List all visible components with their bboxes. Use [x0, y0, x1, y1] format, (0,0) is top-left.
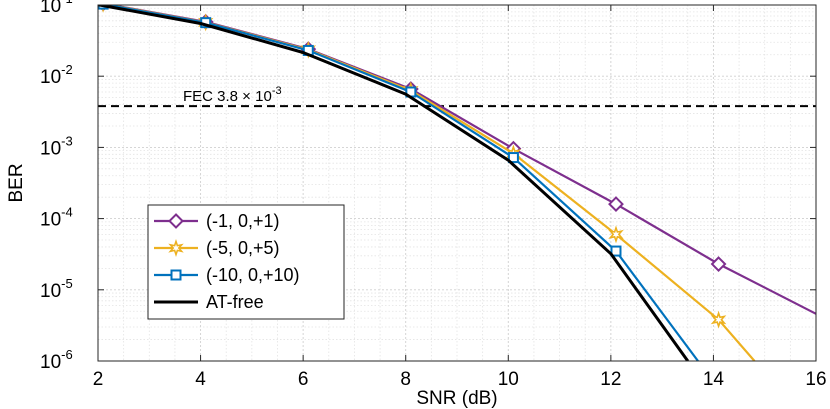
legend-item: (-1, 0,+1) [154, 211, 280, 231]
data-point-diamond [608, 196, 624, 212]
x-tick-label: 10 [498, 369, 519, 390]
y-tick-exponent: -2 [61, 62, 73, 77]
y-tick-base: 10 [40, 0, 61, 17]
x-tick-label: 4 [195, 369, 206, 390]
y-tick-label: 10-6 [40, 347, 73, 373]
fec-label-exponent: -3 [272, 85, 282, 97]
fec-threshold-label: FEC 3.8 × 10-3 [183, 85, 282, 105]
y-tick-exponent: -5 [61, 276, 73, 291]
x-tick-label: 6 [298, 369, 309, 390]
data-point-star [710, 310, 727, 329]
legend-label: AT-free [206, 292, 264, 312]
x-tick-label: 16 [805, 369, 826, 390]
legend-label: (-5, 0,+5) [206, 238, 280, 258]
data-point-diamond [710, 256, 727, 272]
y-tick-base: 10 [40, 352, 61, 373]
y-tick-label: 10-1 [40, 0, 73, 17]
y-tick-exponent: -6 [61, 347, 73, 362]
data-point-diamond [168, 213, 184, 229]
x-tick-label: 2 [93, 369, 104, 390]
axes: 24681012141610-110-210-310-410-510-6SNR … [6, 0, 827, 409]
fec-label-base: FEC 3.8 × 10 [183, 88, 272, 105]
y-tick-label: 10-2 [40, 62, 73, 88]
y-tick-exponent: -4 [61, 205, 73, 220]
data-point-square [170, 269, 182, 281]
y-tick-base: 10 [40, 281, 61, 302]
y-tick-base: 10 [40, 138, 61, 159]
x-axis-label: SNR (dB) [416, 388, 497, 409]
x-tick-label: 14 [703, 369, 725, 390]
legend-item: (-5, 0,+5) [154, 238, 280, 258]
legend-item: (-10, 0,+10) [154, 265, 300, 285]
y-tick-label: 10-4 [40, 205, 73, 231]
y-tick-label: 10-3 [40, 133, 73, 159]
legend: (-1, 0,+1) (-5, 0,+5) (-10, 0,+10) AT-free [147, 204, 345, 320]
data-point-square [610, 245, 622, 257]
plot-frame [97, 4, 817, 362]
y-tick-label: 10-5 [40, 276, 73, 302]
y-tick-exponent: -1 [61, 0, 73, 6]
legend-item: AT-free [154, 292, 264, 312]
series-line [98, 5, 690, 361]
data-point-square [507, 152, 519, 164]
x-tick-label: 8 [400, 369, 411, 390]
y-tick-base: 10 [40, 210, 61, 231]
legend-label: (-1, 0,+1) [206, 211, 280, 231]
y-tick-exponent: -3 [61, 133, 73, 148]
series-group [98, 5, 816, 361]
data-point-star [168, 239, 184, 257]
fec-threshold: FEC 3.8 × 10-3 [98, 85, 816, 108]
y-tick-base: 10 [40, 67, 61, 88]
series-3 [98, 5, 690, 361]
legend-label: (-10, 0,+10) [206, 265, 300, 285]
x-tick-label: 12 [600, 369, 621, 390]
data-point-star [608, 225, 624, 244]
y-axis-label: BER [6, 163, 27, 202]
